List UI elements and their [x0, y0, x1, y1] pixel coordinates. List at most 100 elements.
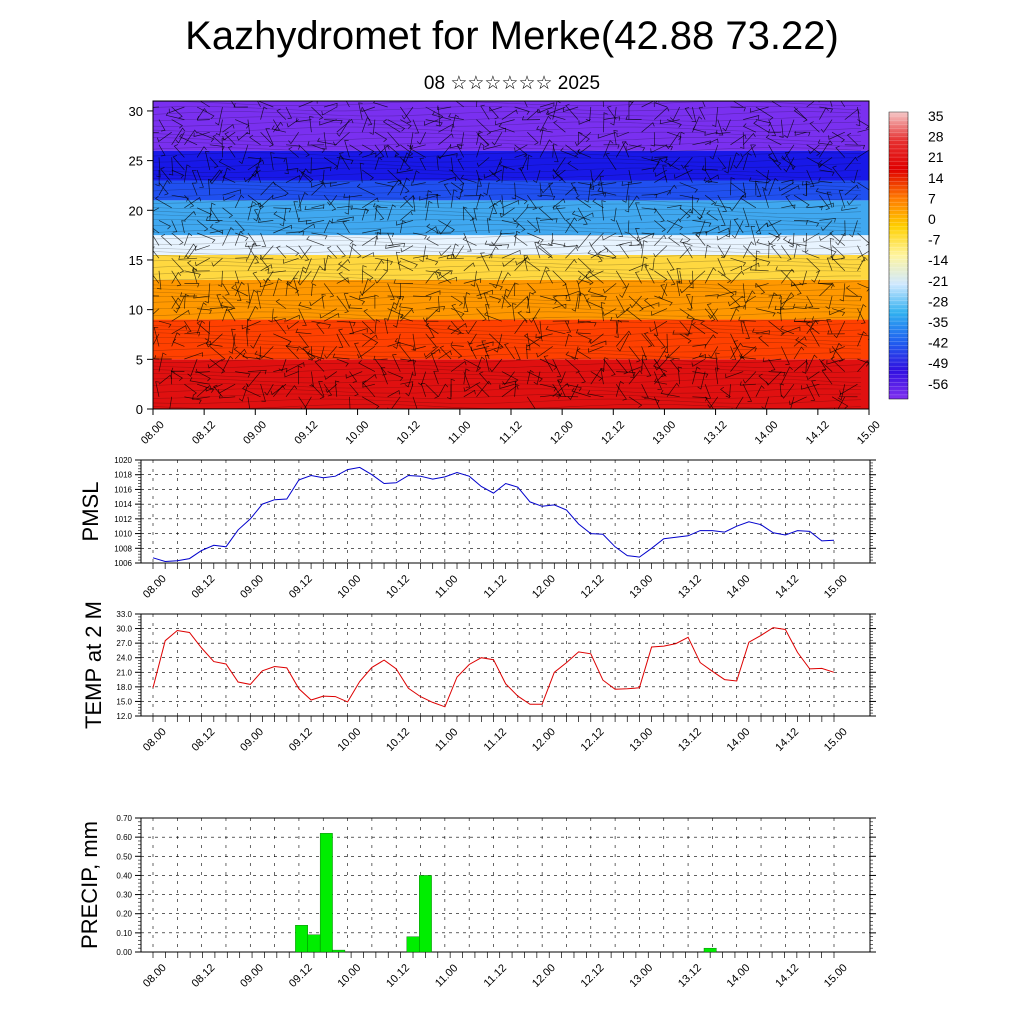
- wind-barb: [359, 162, 365, 183]
- wind-barb: [533, 371, 541, 385]
- wind-barb: [169, 396, 173, 409]
- contour-line: [153, 101, 862, 107]
- wind-barb: [273, 207, 292, 213]
- wind-barb: [811, 270, 820, 283]
- wind-barb: [703, 177, 718, 183]
- x-tick-label: 12.00: [530, 962, 558, 990]
- wind-barb: [539, 245, 553, 259]
- x-tick-label: 11.12: [497, 419, 524, 446]
- plot-frame: [140, 817, 871, 953]
- wind-barb: [512, 207, 528, 223]
- wind-barb: [222, 355, 234, 372]
- wind-barb: [679, 131, 685, 145]
- wind-barb: [831, 131, 846, 143]
- wind-barb: [829, 346, 845, 354]
- wind-barb: [195, 257, 210, 267]
- wind-barb: [654, 358, 668, 371]
- wind-barb: [628, 244, 643, 249]
- wind-barb: [361, 265, 367, 284]
- wind-barb: [742, 132, 756, 146]
- wind-barb: [841, 206, 858, 211]
- wind-barb: [695, 232, 706, 246]
- contour-line: [153, 265, 862, 271]
- wind-barb: [532, 317, 541, 334]
- wind-barb: [857, 128, 869, 133]
- wind-barb: [309, 115, 314, 133]
- wind-barb: [829, 308, 845, 316]
- wind-barb: [793, 243, 801, 259]
- x-tick-label: 14.00: [753, 419, 781, 447]
- wind-barb: [806, 354, 818, 372]
- wind-barb: [323, 194, 337, 211]
- wind-barb: [514, 256, 530, 272]
- wind-barb: [578, 320, 597, 327]
- x-tick-label: 13.00: [627, 573, 655, 601]
- wind-barb: [208, 178, 213, 196]
- wind-barb: [336, 232, 354, 245]
- wind-barb: [692, 366, 701, 385]
- contour-line: [153, 368, 862, 374]
- wind-barb: [438, 253, 455, 259]
- wind-barb: [628, 295, 644, 312]
- wind-barb: [826, 257, 833, 271]
- wind-barb: [171, 270, 182, 287]
- contour-line: [153, 198, 862, 204]
- wind-barb: [850, 169, 858, 184]
- x-tick-label: 10.00: [335, 962, 363, 990]
- wind-barb: [774, 305, 795, 310]
- wind-barb: [268, 308, 274, 323]
- shading-band: [153, 359, 869, 409]
- wind-barb: [615, 308, 630, 319]
- wind-barb: [711, 106, 719, 128]
- wind-barb: [641, 167, 655, 172]
- wind-barb: [679, 182, 698, 193]
- wind-barb: [755, 119, 772, 127]
- wind-barb: [802, 182, 808, 197]
- wind-barb: [438, 153, 458, 158]
- wind-barb: [806, 205, 823, 211]
- wind-barb: [588, 346, 604, 353]
- wind-barb: [436, 270, 452, 280]
- wind-barb: [740, 144, 757, 158]
- wind-barb: [819, 217, 836, 223]
- wind-barb: [587, 287, 604, 297]
- wind-barb: [436, 194, 441, 208]
- wind-barb: [316, 322, 325, 335]
- wind-barb: [192, 395, 210, 400]
- wind-barb: [730, 182, 747, 197]
- x-tick-label: 14.00: [725, 726, 753, 754]
- contour-line: [153, 208, 862, 214]
- wind-barb: [539, 115, 552, 133]
- wind-barb: [417, 371, 427, 386]
- wind-barb: [430, 352, 439, 372]
- wind-barb: [400, 257, 418, 269]
- x-tick-label: 08.12: [190, 419, 218, 447]
- wind-barb: [486, 218, 492, 234]
- wind-barb: [499, 195, 505, 215]
- wind-barb: [311, 183, 326, 196]
- colorbar-label: 21: [928, 149, 944, 165]
- y-tick-label: 1010: [114, 530, 132, 539]
- wind-barb: [425, 317, 439, 322]
- wind-barb: [374, 182, 394, 191]
- colorbar-label: -35: [928, 314, 948, 330]
- wind-barb: [552, 169, 566, 180]
- wind-barb: [590, 245, 603, 263]
- contour-line: [153, 337, 862, 343]
- wind-barb: [857, 149, 869, 158]
- wind-barb: [278, 358, 287, 372]
- wind-barb: [622, 182, 630, 203]
- wind-barb: [742, 371, 757, 384]
- wind-barb: [449, 143, 464, 149]
- wind-barb: [635, 202, 642, 221]
- wind-barb: [857, 331, 867, 347]
- wind-barb: [247, 369, 267, 375]
- wind-barb: [273, 121, 284, 133]
- wind-barb: [273, 182, 289, 196]
- y-tick-label: 1008: [114, 544, 132, 553]
- wind-barb: [273, 385, 285, 398]
- wind-barb: [184, 164, 191, 183]
- wind-barb: [501, 166, 508, 183]
- wind-barb: [621, 181, 642, 186]
- contour-line: [153, 398, 862, 404]
